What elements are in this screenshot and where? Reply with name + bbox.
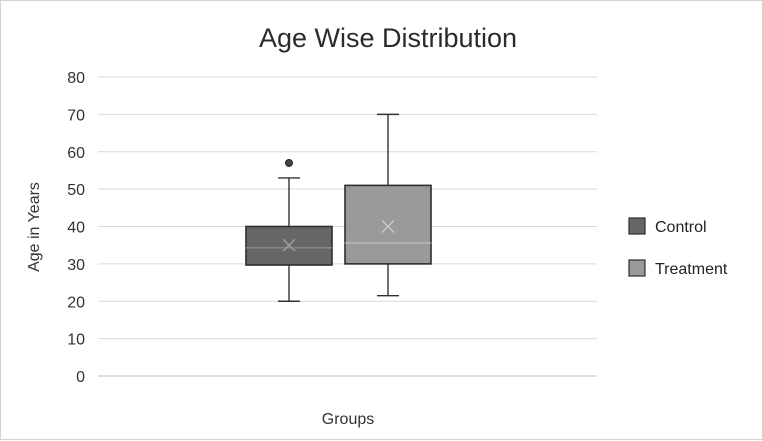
y-tick-label: 10 [67,332,85,349]
x-axis-label: Groups [322,411,374,428]
y-tick-label: 0 [76,369,85,386]
legend: Control Treatment [628,217,728,278]
y-axis-label: Age in Years [26,182,43,272]
box-control [245,158,333,302]
mean-marker-stroke [282,238,296,252]
box-plots [245,113,432,302]
y-axis-ticks: 0 10 20 30 40 50 60 70 80 [67,70,85,386]
box-treatment [344,113,432,297]
legend-item-treatment: Treatment [628,259,728,278]
y-tick-label: 30 [67,257,85,274]
chart-title: Age Wise Distribution [259,23,517,53]
mean-marker [381,219,395,234]
y-tick-label: 20 [67,294,85,311]
y-tick-label: 40 [67,220,85,237]
legend-item-control: Control [628,217,707,236]
mean-marker [282,238,296,252]
legend-swatch [628,259,646,277]
legend-label: Control [655,219,707,236]
mean-marker-stroke [381,219,395,234]
iqr-box [344,184,432,265]
y-tick-label: 50 [67,182,85,199]
y-tick-label: 70 [67,107,85,124]
legend-label: Treatment [655,261,728,278]
y-tick-label: 80 [67,70,85,87]
y-tick-label: 60 [67,145,85,162]
legend-swatch [628,217,646,235]
outlier-point [285,158,293,167]
